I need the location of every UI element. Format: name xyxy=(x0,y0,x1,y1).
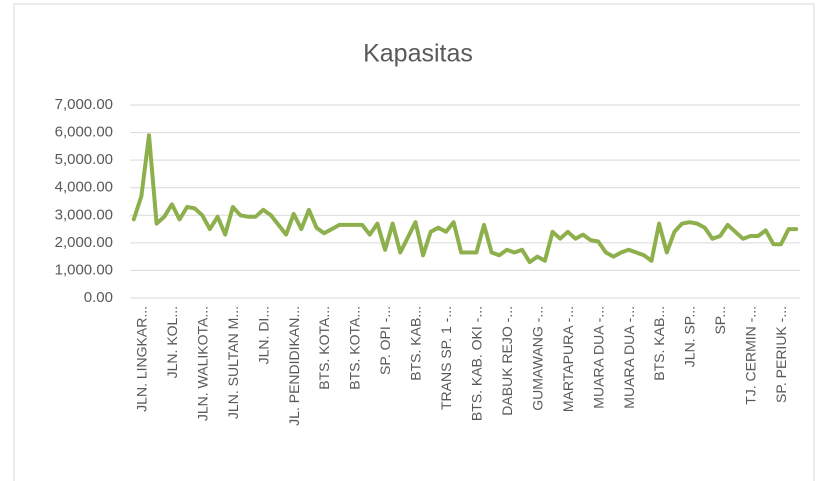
x-tick-label: BTS. KAB... xyxy=(651,306,667,381)
x-tick-label: BTS. KOTA... xyxy=(347,306,363,390)
x-tick-label: MARTAPURA -... xyxy=(560,306,576,412)
y-tick-label: 0.00 xyxy=(84,289,113,306)
x-tick-label: SP... xyxy=(712,306,728,335)
x-tick-label: JLN. LINGKAR... xyxy=(134,306,150,412)
x-tick-label: TRANS SP. 1 -... xyxy=(438,306,454,410)
y-tick-label: 6,000.00 xyxy=(55,124,113,141)
data-line xyxy=(131,133,799,265)
y-tick-label: 4,000.00 xyxy=(55,179,113,196)
y-tick-label: 7,000.00 xyxy=(55,96,113,113)
x-tick-label: BTS. KAB... xyxy=(408,306,424,381)
x-tick-label: JLN. DI... xyxy=(255,306,271,364)
x-tick-label: BTS. KAB. OKI -... xyxy=(469,306,485,421)
x-tick-label: MUARA DUA -... xyxy=(621,306,637,409)
x-tick-label: JLN. KOL... xyxy=(164,306,180,378)
x-tick-label: SP. OPI -... xyxy=(377,306,393,375)
y-tick-label: 5,000.00 xyxy=(55,151,113,168)
x-tick-label: MUARA DUA -... xyxy=(590,306,606,409)
y-tick-label: 3,000.00 xyxy=(55,206,113,223)
x-tick-label: SP. PERIUK -... xyxy=(773,306,789,403)
x-tick-label: JLN. WALIKOTA... xyxy=(194,306,210,421)
x-tick-label: JL. PENDIDIKAN... xyxy=(286,306,302,426)
x-tick-label: JLN. SP... xyxy=(682,306,698,367)
chart-title: Kapasitas xyxy=(363,40,473,68)
x-tick-label: TJ. CERMIN -... xyxy=(743,306,759,405)
y-tick-label: 2,000.00 xyxy=(55,234,113,251)
x-tick-label: BTS. KOTA... xyxy=(316,306,332,390)
x-tick-label: JLN. SULTAN M... xyxy=(225,306,241,419)
x-tick-label: DABUK REJO -... xyxy=(499,306,515,416)
x-tick-label: GUMAWANG -... xyxy=(529,306,545,411)
y-tick-label: 1,000.00 xyxy=(55,261,113,278)
